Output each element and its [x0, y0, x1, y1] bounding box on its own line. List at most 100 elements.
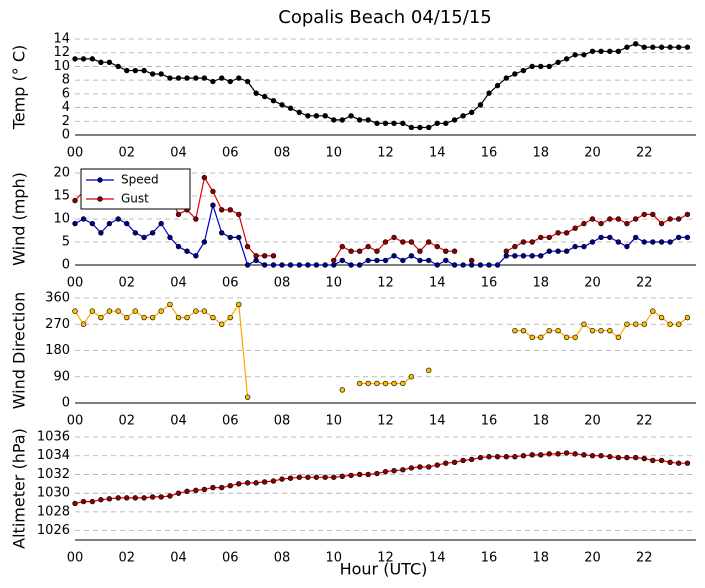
data-point: [615, 334, 622, 341]
data-point: [331, 117, 337, 123]
data-point: [89, 56, 96, 62]
data-point: [391, 120, 397, 127]
data-point: [184, 248, 190, 254]
data-point: [287, 262, 294, 268]
data-point: [348, 472, 354, 479]
data-point: [279, 102, 285, 108]
data-point: [227, 482, 233, 489]
data-point: [520, 453, 527, 459]
data-point: [356, 471, 363, 478]
x-axis-label: Hour (UTC): [340, 560, 428, 579]
data-point: [244, 394, 251, 400]
data-point: [236, 234, 242, 241]
data-point: [408, 253, 415, 259]
data-point: [227, 234, 233, 241]
data-point: [296, 109, 303, 116]
data-point: [210, 188, 216, 195]
data-point: [219, 207, 225, 213]
x-tick-label: 14: [429, 146, 446, 161]
x-tick-label: 04: [170, 551, 187, 566]
y-tick-label: 0: [62, 258, 70, 273]
data-point: [72, 308, 78, 314]
data-point: [261, 253, 268, 259]
data-point: [546, 234, 552, 241]
y-tick-label: 8: [62, 73, 70, 88]
x-tick-label: 14: [429, 414, 446, 429]
data-point: [348, 248, 354, 254]
data-point: [675, 44, 682, 50]
data-point: [400, 239, 406, 245]
x-tick-label: 14: [429, 276, 446, 291]
data-point: [529, 334, 535, 341]
data-point: [572, 225, 578, 231]
data-point: [417, 464, 423, 470]
y-tick-label: 360: [45, 291, 70, 306]
data-point: [210, 314, 216, 321]
data-point: [270, 478, 277, 484]
data-point: [141, 67, 147, 74]
data-point: [322, 262, 328, 268]
data-point: [486, 262, 492, 268]
data-point: [555, 327, 561, 334]
x-tick-label: 10: [325, 276, 342, 291]
data-point: [193, 253, 199, 259]
data-point: [486, 90, 492, 96]
data-point: [408, 124, 415, 131]
series-line: [74, 452, 688, 505]
data-point: [675, 321, 682, 327]
data-point: [684, 234, 691, 241]
data-point: [400, 257, 406, 264]
data-point: [426, 124, 432, 131]
data-point: [512, 243, 518, 250]
data-point: [365, 117, 371, 123]
data-point: [167, 493, 173, 499]
data-point: [434, 262, 440, 268]
data-point: [658, 314, 665, 321]
data-point: [503, 248, 510, 254]
data-point: [356, 248, 363, 254]
data-point: [287, 475, 294, 481]
data-point: [184, 488, 190, 495]
data-point: [451, 248, 458, 254]
data-point: [115, 63, 121, 70]
x-tick-label: 20: [584, 414, 601, 429]
data-point: [391, 380, 397, 387]
data-point: [167, 301, 173, 308]
x-tick-label: 10: [325, 146, 342, 161]
data-point: [236, 75, 242, 81]
x-tick-label: 08: [274, 146, 291, 161]
x-tick-label: 16: [481, 551, 498, 566]
data-point: [348, 262, 354, 268]
data-point: [141, 314, 147, 321]
data-point: [529, 239, 535, 245]
data-point: [141, 495, 147, 501]
data-point: [512, 453, 518, 460]
data-point: [348, 113, 354, 119]
series-line: [74, 202, 688, 266]
data-point: [503, 453, 510, 460]
data-point: [391, 234, 397, 241]
y-axis-label: Wind Direction: [10, 292, 29, 410]
data-point: [633, 234, 639, 241]
data-point: [633, 321, 639, 327]
y-tick-label: 6: [62, 86, 70, 101]
data-point: [270, 262, 277, 268]
data-point: [227, 78, 233, 85]
data-point: [193, 487, 199, 494]
data-point: [675, 234, 682, 241]
data-point: [98, 314, 104, 321]
data-point: [607, 234, 613, 241]
y-tick-label: 5: [62, 235, 70, 250]
x-tick-label: 16: [481, 414, 498, 429]
data-point: [546, 63, 552, 70]
data-point: [641, 321, 647, 327]
data-point: [356, 380, 363, 387]
data-point: [684, 314, 691, 321]
data-point: [538, 234, 544, 241]
data-point: [115, 308, 121, 314]
data-point: [675, 216, 682, 222]
data-point: [426, 464, 432, 470]
data-point: [313, 474, 320, 480]
data-point: [589, 327, 596, 334]
